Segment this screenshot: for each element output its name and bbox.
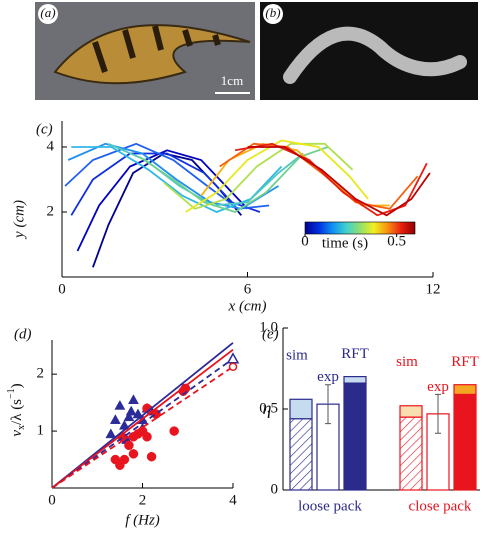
y-tick-label: 4 bbox=[47, 138, 55, 154]
y-axis-label-part: x bbox=[16, 425, 27, 430]
scale-label: 1cm bbox=[221, 73, 243, 88]
bar-segment bbox=[289, 398, 313, 420]
x-tick-label: 0 bbox=[48, 492, 56, 508]
marker-triangle bbox=[125, 405, 137, 416]
y-tick-label: 1.0 bbox=[259, 319, 278, 335]
trajectory bbox=[185, 139, 369, 213]
marker-triangle bbox=[114, 399, 126, 410]
bar-segment bbox=[289, 418, 313, 491]
bar-name: exp bbox=[427, 379, 449, 395]
marker-triangle bbox=[128, 394, 139, 405]
y-axis-label-part: −1 bbox=[6, 388, 17, 399]
x-axis-label: f (Hz) bbox=[125, 512, 160, 528]
fit-line bbox=[51, 366, 234, 489]
marker-circle bbox=[169, 426, 179, 436]
y-axis-label-part: v bbox=[9, 430, 25, 437]
trajectory bbox=[70, 152, 261, 216]
trajectory bbox=[247, 146, 431, 217]
error-bar bbox=[435, 393, 441, 434]
y-axis-label: η bbox=[263, 398, 272, 418]
colorbar-tick-label: 0 bbox=[301, 233, 309, 249]
photo-bands bbox=[92, 25, 221, 73]
trajectory bbox=[163, 142, 354, 210]
bar-name: RFT bbox=[451, 354, 479, 370]
x-tick-label: 6 bbox=[244, 281, 252, 297]
marker-circle bbox=[228, 362, 238, 372]
panel-label: (e) bbox=[262, 326, 279, 342]
panel-label: (c) bbox=[36, 121, 53, 137]
label-badge bbox=[263, 4, 283, 24]
label-badge bbox=[38, 4, 58, 24]
marker-triangle bbox=[226, 352, 240, 364]
error-bar bbox=[325, 384, 331, 425]
bar-name: exp bbox=[317, 369, 339, 385]
y-axis-label: y (cm) bbox=[11, 200, 27, 240]
bar-segment bbox=[453, 393, 477, 491]
marker-triangle bbox=[105, 428, 117, 439]
x-axis-label: x (cm) bbox=[228, 298, 267, 314]
fit-line bbox=[51, 348, 234, 489]
bar-segment bbox=[453, 384, 477, 396]
marker-triangle bbox=[123, 411, 135, 422]
marker-circle bbox=[142, 432, 152, 442]
photo-xray bbox=[283, 26, 467, 84]
fit-line bbox=[51, 358, 234, 489]
photo bbox=[260, 2, 478, 100]
y-tick-label: 1 bbox=[37, 423, 45, 439]
bar-segment bbox=[343, 376, 367, 384]
y-tick-label: 0 bbox=[271, 481, 279, 497]
x-tick-label: 12 bbox=[426, 281, 441, 297]
y-axis-label-part: ) bbox=[9, 383, 25, 388]
y-axis-label: vx/λ (s−1) bbox=[6, 383, 27, 436]
group-label: close pack bbox=[409, 498, 472, 514]
bar-name: RFT bbox=[341, 346, 369, 362]
x-tick-label: 2 bbox=[139, 492, 147, 508]
marker-circle bbox=[146, 451, 157, 462]
marker-circle bbox=[110, 454, 121, 465]
bar-name: sim bbox=[396, 354, 418, 370]
panel-label: (a) bbox=[40, 5, 55, 20]
bar-segment bbox=[399, 416, 423, 491]
bar-name: sim bbox=[286, 348, 308, 364]
marker-triangle bbox=[109, 414, 121, 424]
marker-circle bbox=[128, 449, 139, 459]
marker-circle bbox=[124, 440, 134, 451]
marker-circle bbox=[119, 454, 130, 465]
y-tick-label: 2 bbox=[47, 203, 55, 219]
panel-label: (d) bbox=[14, 326, 32, 342]
group-label: loose pack bbox=[298, 498, 362, 514]
trajectory bbox=[234, 142, 428, 217]
y-tick-label: 2 bbox=[37, 366, 45, 382]
y-tick-label: 0.5 bbox=[259, 400, 278, 416]
y-axis-label-part: /λ (s bbox=[9, 399, 25, 425]
colorbar-label: time (s) bbox=[322, 235, 368, 251]
colorbar bbox=[304, 221, 416, 235]
marker-circle bbox=[128, 432, 139, 442]
x-tick-label: 4 bbox=[229, 492, 237, 508]
x-tick-label: 0 bbox=[58, 281, 66, 297]
bar-segment bbox=[399, 405, 423, 418]
colorbar-tick-label: 0.5 bbox=[387, 233, 406, 249]
panel-label: (b) bbox=[265, 5, 280, 20]
fit-line bbox=[51, 342, 234, 489]
bar-segment bbox=[343, 382, 367, 491]
